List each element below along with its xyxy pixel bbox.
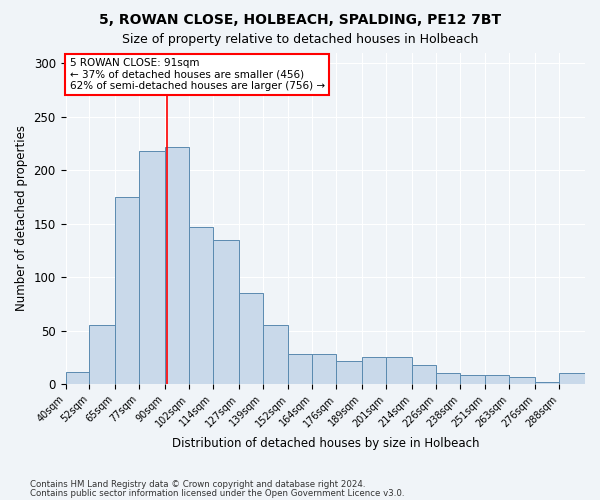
Bar [239,293,263,384]
Y-axis label: Number of detached properties: Number of detached properties [15,126,28,312]
Bar [165,146,189,384]
Bar [65,372,89,384]
Bar [559,374,585,384]
Bar [412,365,436,384]
Bar [263,325,289,384]
Bar [89,325,115,384]
Bar [460,376,485,384]
Bar [436,374,460,384]
Text: 5 ROWAN CLOSE: 91sqm
← 37% of detached houses are smaller (456)
62% of semi-deta: 5 ROWAN CLOSE: 91sqm ← 37% of detached h… [70,58,325,91]
Text: Size of property relative to detached houses in Holbeach: Size of property relative to detached ho… [122,32,478,46]
Text: Contains HM Land Registry data © Crown copyright and database right 2024.: Contains HM Land Registry data © Crown c… [30,480,365,489]
Bar [509,376,535,384]
Bar [386,358,412,384]
Bar [362,358,386,384]
Bar [213,240,239,384]
Bar [535,382,559,384]
Bar [485,376,509,384]
Bar [313,354,336,384]
X-axis label: Distribution of detached houses by size in Holbeach: Distribution of detached houses by size … [172,437,479,450]
Bar [139,151,165,384]
Text: 5, ROWAN CLOSE, HOLBEACH, SPALDING, PE12 7BT: 5, ROWAN CLOSE, HOLBEACH, SPALDING, PE12… [99,12,501,26]
Bar [289,354,313,384]
Bar [189,227,213,384]
Text: Contains public sector information licensed under the Open Government Licence v3: Contains public sector information licen… [30,488,404,498]
Bar [115,197,139,384]
Bar [336,360,362,384]
